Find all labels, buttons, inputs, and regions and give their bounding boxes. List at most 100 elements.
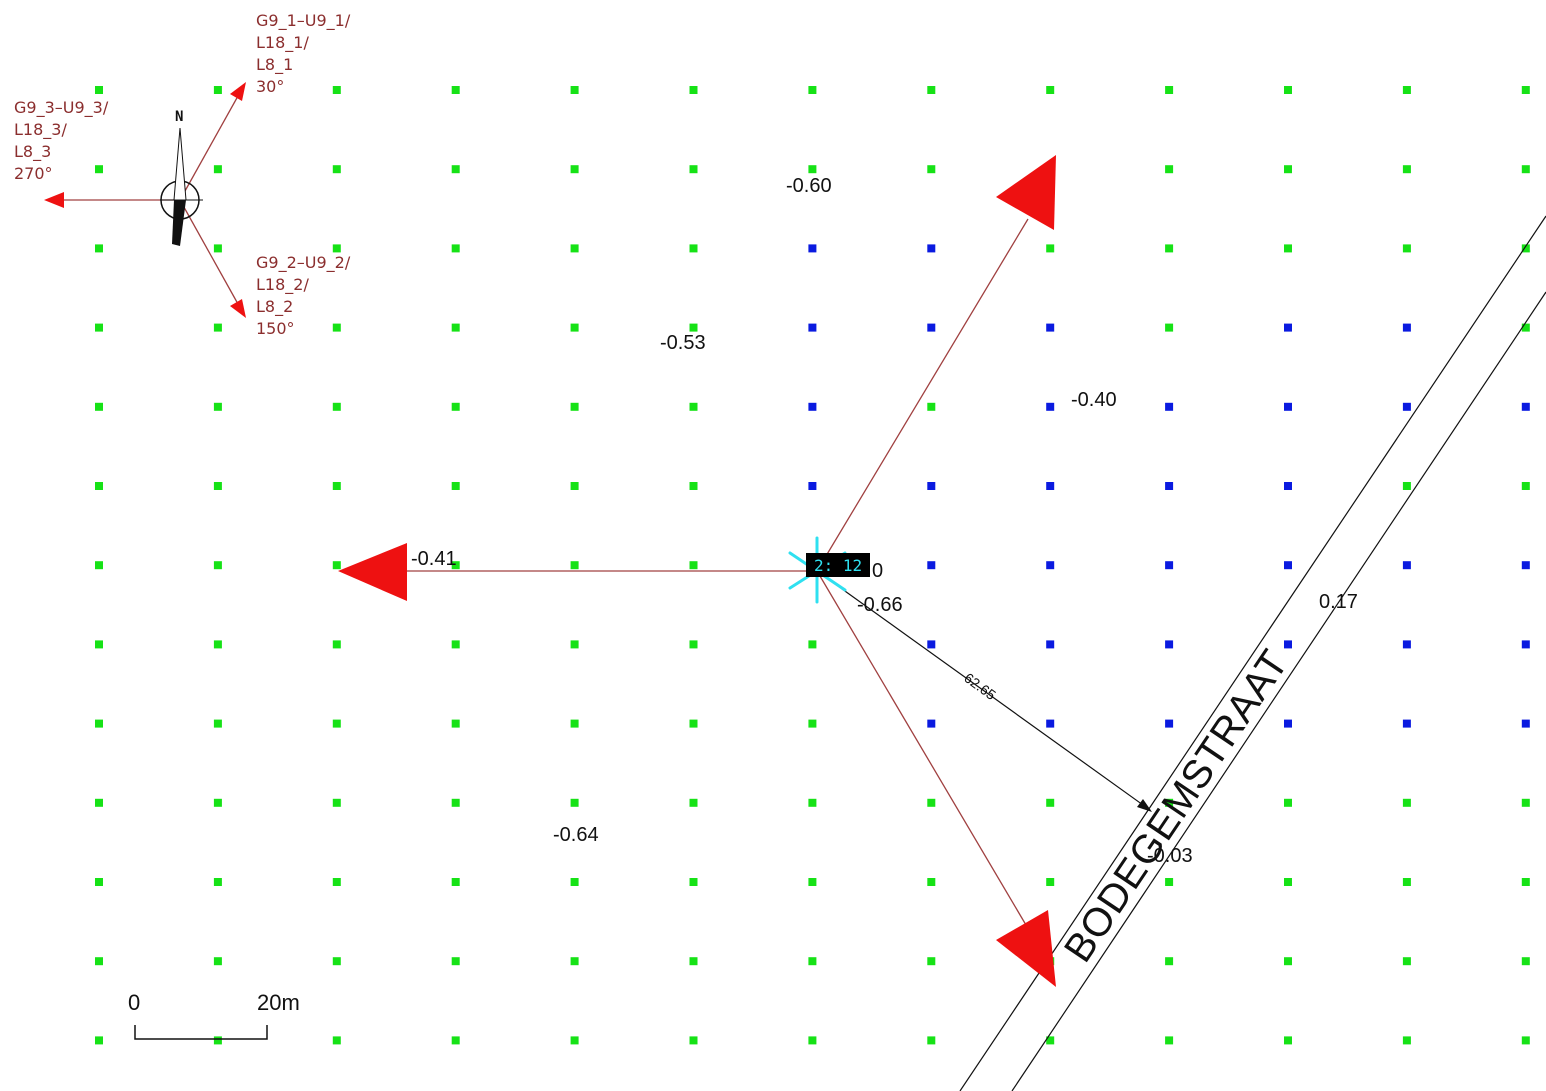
grid-point [451,402,460,411]
grid-point [332,323,341,332]
grid-point [689,957,698,966]
grid-point-inner [1284,561,1292,570]
grid-point [213,86,222,94]
grid-point [213,878,222,886]
grid-point [1165,1036,1174,1045]
grid-point [451,244,460,253]
compass-arrowhead-270 [44,192,64,208]
grid-point [332,798,341,807]
grid-point [808,165,817,174]
value-label: -0.53 [660,332,706,354]
svg-text:G9_3–U9_3/: G9_3–U9_3/ [14,98,109,118]
grid-point-inner [1046,719,1055,728]
grid-point [689,244,698,253]
grid-point [689,640,698,649]
grid-point-inner [1284,719,1292,728]
grid-point [95,165,103,174]
grid-point [95,402,103,411]
grid-point-inner [1165,402,1174,411]
grid-point [689,402,698,411]
grid-point [1284,86,1292,94]
grid-point-inner [1521,719,1530,728]
grid-point [570,1036,579,1045]
grid-point [95,878,103,886]
grid-point [1521,957,1530,966]
svg-text:G9_2–U9_2/: G9_2–U9_2/ [256,253,351,273]
grid-point-inner [1284,640,1292,649]
grid-point-inner [1284,402,1292,411]
grid-point [451,86,460,94]
grid-point [1165,86,1174,94]
grid-point [1402,165,1411,174]
grid-point [927,402,936,411]
svg-text:150°: 150° [256,319,295,338]
grid-point-inner [1284,482,1292,490]
grid-point-inner [1521,640,1530,649]
grid-point [213,798,222,807]
grid-point-inner [927,244,936,253]
grid-point-inner [927,640,936,649]
scale-bar: 0 20m [128,990,300,1040]
value-label: -0.40 [1071,389,1117,411]
selected-point[interactable]: 2: 12 [788,536,870,604]
value-label: -0.64 [553,824,599,846]
grid-point [1046,86,1055,94]
value-label: 0 [872,560,883,582]
grid-point [570,719,579,728]
grid-point [1284,244,1292,253]
svg-text:L8_1: L8_1 [256,55,293,75]
distance-line [816,570,1151,811]
grid-point-inner [927,323,936,332]
grid-point [95,482,103,490]
grid-point-inner [1046,323,1055,332]
grid-point [1521,878,1530,886]
grid-point [213,1036,222,1045]
grid-point [927,798,936,807]
compass-arrowhead-30 [230,82,246,101]
grid-point-inner [1046,402,1055,411]
grid-point [689,719,698,728]
grid-point-inner [808,244,817,253]
grid-point [332,244,341,253]
north-label: N [175,109,183,125]
scale-bar-line [134,1025,268,1040]
grid-point [451,561,460,570]
grid-point-inner [1402,719,1411,728]
grid-point [1046,878,1055,886]
grid-point-inner [1402,323,1411,332]
grid-point [451,165,460,174]
grid-point-inner [1165,561,1174,570]
svg-text:L18_3/: L18_3/ [14,120,67,140]
grid-point [213,165,222,174]
grid-point [332,957,341,966]
grid-point [927,957,936,966]
grid-point [570,244,579,253]
compass: N [44,82,246,318]
value-labels: -0.60 -0.53 -0.40 -0.41 -0.66 0 0.17 -0.… [411,175,1358,867]
compass-arrow-150 [179,199,239,305]
value-label: -0.60 [786,175,832,197]
grid-point-inner [1521,561,1530,570]
grid-point [1284,878,1292,886]
grid-point [451,957,460,966]
selection-label: 2: 12 [814,556,862,575]
measurement-grid [95,86,1530,1045]
grid-point [1165,323,1174,332]
compass-arrowhead-150 [230,299,246,318]
grid-point [570,482,579,490]
grid-point [1402,957,1411,966]
grid-point [1521,1036,1530,1045]
grid-point-inner [808,323,817,332]
grid-point [332,86,341,94]
grid-point [1165,165,1174,174]
grid-point [570,561,579,570]
grid-point-inner [927,482,936,490]
grid-point [808,957,817,966]
svg-text:L18_1/: L18_1/ [256,33,309,53]
grid-point [1284,1036,1292,1045]
grid-point [451,719,460,728]
grid-point [451,482,460,490]
grid-point [213,323,222,332]
svg-text:270°: 270° [14,164,53,183]
